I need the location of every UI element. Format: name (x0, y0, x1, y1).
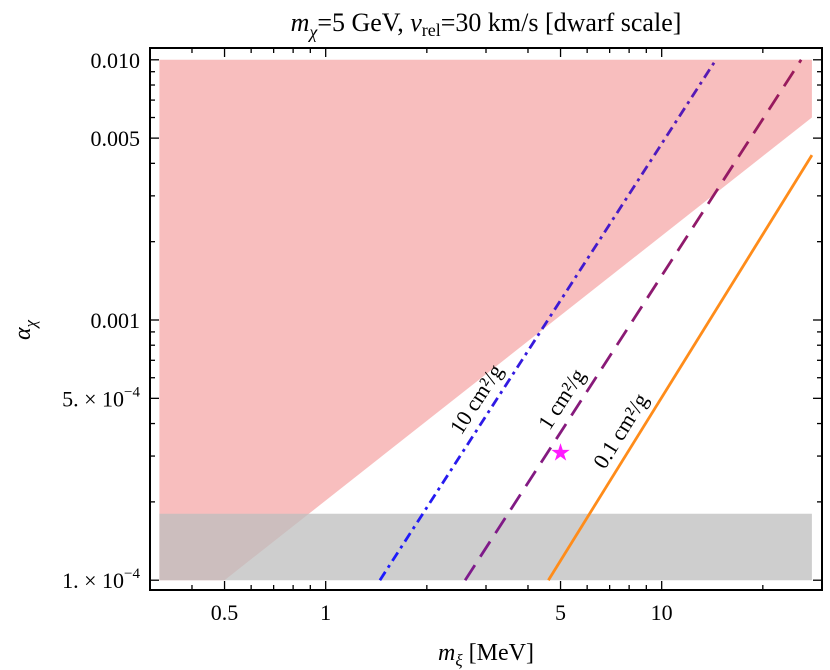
x-tick-label: 10 (651, 600, 673, 625)
red-excluded-region (159, 59, 812, 581)
y-axis-title: αχ (10, 319, 40, 340)
y-tick-label: 0.010 (91, 48, 141, 73)
y-tick-label: 0.005 (91, 126, 141, 151)
curve-label-3: 0.1 cm²/g (588, 389, 653, 473)
x-tick-label: 1 (320, 600, 331, 625)
benchmark-star: ★ (550, 440, 572, 466)
y-tick-label: 0.001 (91, 308, 141, 333)
x-axis-title: mξ [MeV] (438, 640, 534, 670)
plot-frame (149, 47, 823, 591)
y-tick-label: 5. × 10−4 (62, 384, 140, 411)
curve-3 (547, 154, 814, 581)
chart-title: mχ=5 GeV, vrel=30 km/s [dwarf scale] (291, 8, 682, 42)
curve-2 (463, 59, 803, 581)
y-tick-label: 1. × 10−4 (62, 566, 140, 593)
curve-label-2: 1 cm²/g (533, 364, 590, 434)
x-tick-label: 5 (555, 600, 566, 625)
x-tick-label: 0.5 (211, 600, 239, 625)
